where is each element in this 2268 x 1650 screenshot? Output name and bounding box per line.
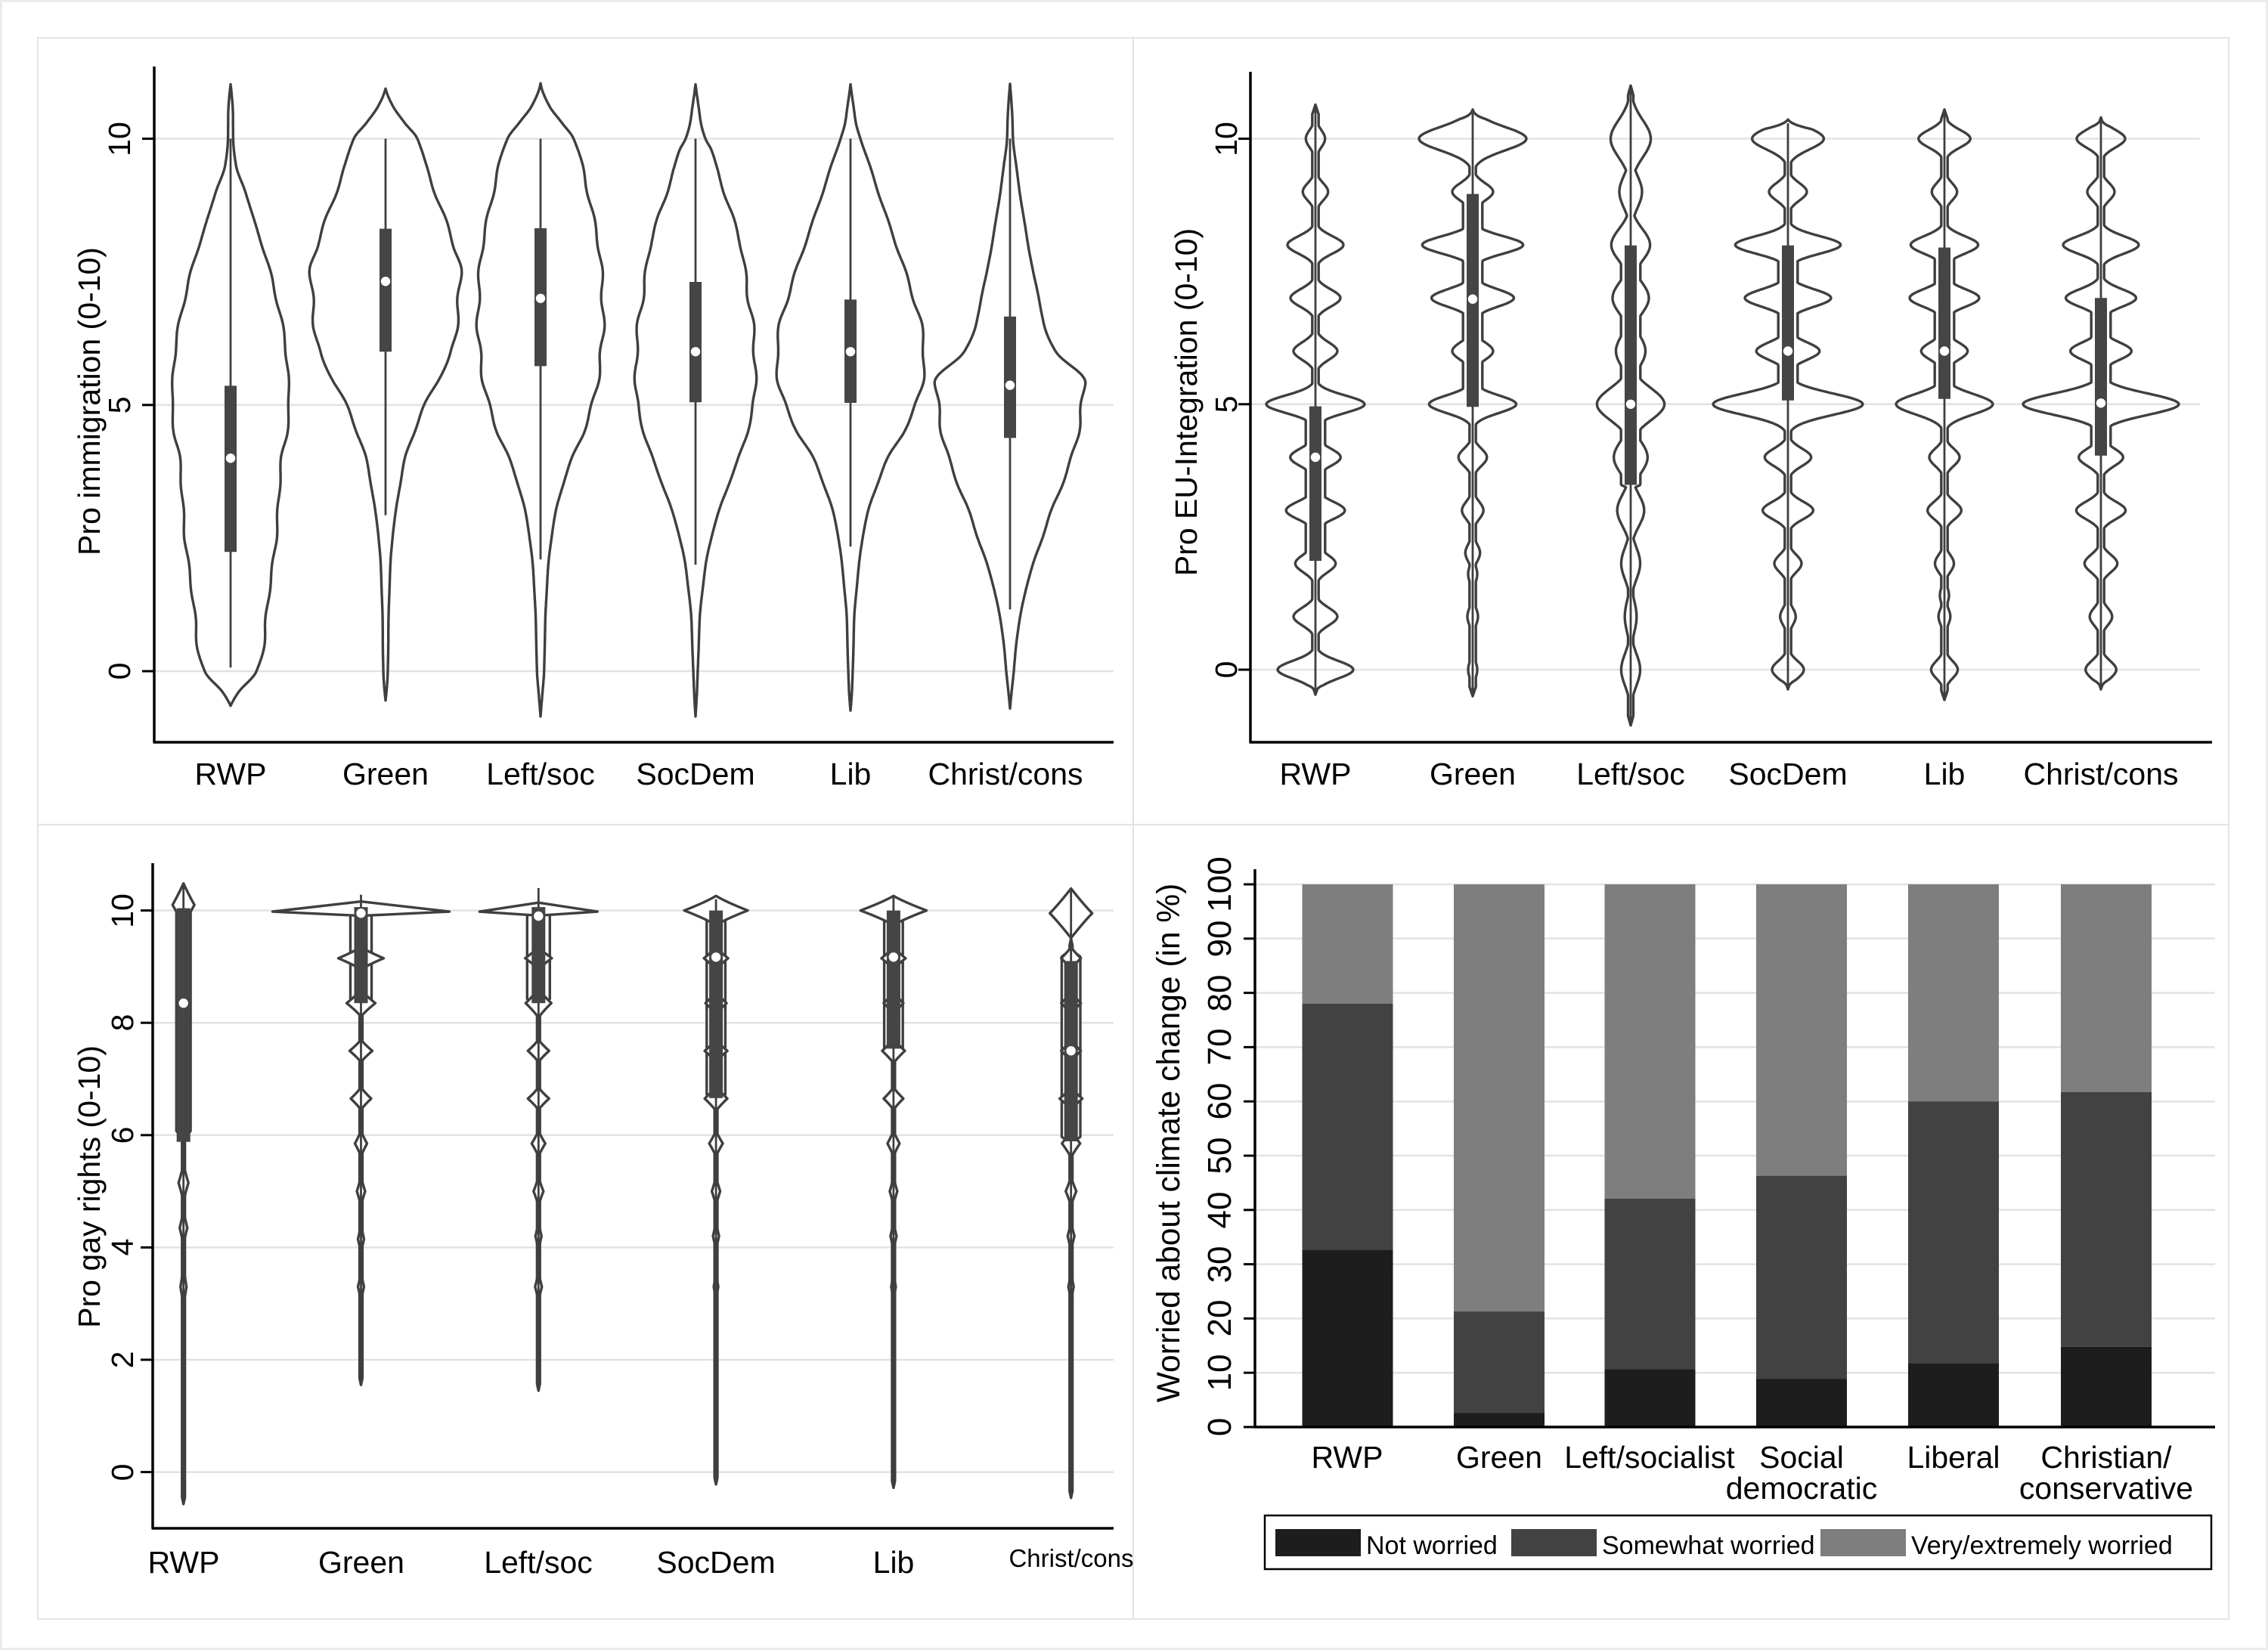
svg-text:10: 10 [105,893,140,928]
svg-text:100: 100 [1201,856,1238,912]
svg-text:4: 4 [105,1239,140,1256]
svg-text:Green: Green [1430,757,1516,791]
svg-text:0: 0 [102,663,137,680]
svg-text:Pro EU-Integration (0-10): Pro EU-Integration (0-10) [1169,228,1204,576]
svg-text:5: 5 [102,397,137,414]
svg-text:Very/extremely worried: Very/extremely worried [1911,1531,2173,1560]
svg-text:40: 40 [1201,1192,1238,1229]
svg-text:Pro immigration (0-10): Pro immigration (0-10) [72,247,107,556]
svg-text:SocDem: SocDem [636,757,754,791]
svg-text:Lib: Lib [873,1545,915,1580]
svg-text:RWP: RWP [148,1545,220,1580]
svg-text:90: 90 [1201,921,1238,958]
svg-text:0: 0 [1201,1418,1238,1436]
svg-text:Green: Green [318,1545,404,1580]
svg-text:2: 2 [105,1351,140,1369]
svg-text:RWP: RWP [1280,757,1352,791]
svg-text:Social: Social [1759,1440,1844,1475]
svg-text:democratic: democratic [1726,1471,1878,1506]
svg-text:SocDem: SocDem [1728,757,1847,791]
svg-text:Christian/: Christian/ [2040,1440,2172,1475]
svg-text:Left/soc: Left/soc [1576,757,1685,791]
svg-text:Left/soc: Left/soc [484,1545,593,1580]
svg-text:SocDem: SocDem [656,1545,775,1580]
svg-text:30: 30 [1201,1246,1238,1283]
svg-text:Left/socialist: Left/socialist [1564,1440,1735,1475]
svg-text:Christ/cons: Christ/cons [2023,757,2178,791]
svg-text:Somewhat worried: Somewhat worried [1602,1531,1815,1560]
svg-text:10: 10 [102,122,137,156]
svg-text:10: 10 [1201,1354,1238,1392]
svg-text:6: 6 [105,1127,140,1144]
svg-text:5: 5 [1209,396,1244,413]
svg-text:Green: Green [1456,1440,1542,1475]
svg-text:Not worried: Not worried [1366,1531,1498,1560]
svg-text:70: 70 [1201,1029,1238,1066]
svg-text:10: 10 [1209,122,1244,156]
svg-text:0: 0 [1209,661,1244,679]
svg-text:Worried about climate change (: Worried about climate change (in %) [1151,884,1187,1403]
svg-text:Pro gay rights (0-10): Pro gay rights (0-10) [72,1045,107,1328]
svg-text:0: 0 [105,1464,140,1481]
svg-text:Lib: Lib [830,757,872,791]
svg-text:RWP: RWP [1312,1440,1383,1475]
svg-text:8: 8 [105,1014,140,1032]
svg-text:RWP: RWP [195,757,267,791]
svg-text:Liberal: Liberal [1907,1440,2000,1475]
svg-text:Lib: Lib [1924,757,1966,791]
svg-text:conservative: conservative [2019,1471,2193,1506]
svg-text:60: 60 [1201,1083,1238,1120]
svg-text:Left/soc: Left/soc [486,757,595,791]
svg-text:Christ/cons: Christ/cons [1009,1544,1133,1572]
svg-text:50: 50 [1201,1138,1238,1175]
svg-text:Green: Green [342,757,429,791]
svg-text:Christ/cons: Christ/cons [928,757,1083,791]
svg-text:20: 20 [1201,1300,1238,1337]
svg-text:80: 80 [1201,975,1238,1012]
